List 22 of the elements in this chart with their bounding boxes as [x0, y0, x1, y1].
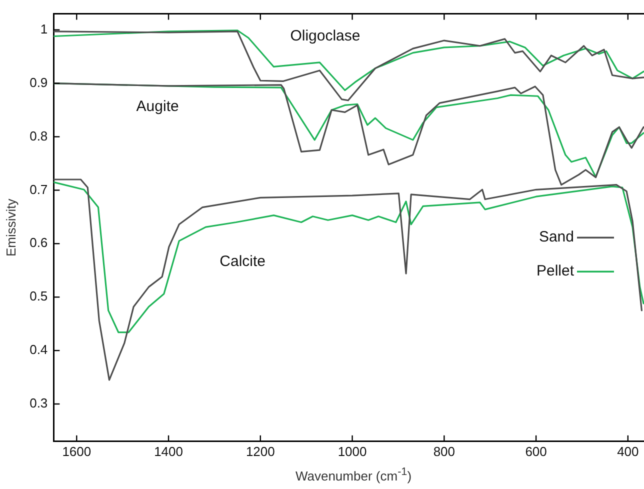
x-axis-title: Wavenumber (cm$^{-1}$): [294, 466, 413, 483]
x-tick-label: 800: [433, 444, 456, 459]
x-tick-label: 400: [617, 444, 639, 459]
y-tick-label: 0.9: [30, 74, 48, 90]
x-tick-label: 1600: [62, 444, 92, 459]
y-axis-title: Emissivity: [3, 198, 18, 256]
y-tick-label: 1: [40, 21, 48, 36]
x-tick-label: 1400: [154, 444, 183, 459]
x-tick-label: 1000: [338, 444, 367, 459]
x-tick-label: 600: [525, 444, 547, 459]
annotation: Calcite: [220, 252, 266, 270]
x-tick-label: 1200: [246, 444, 275, 459]
y-tick-label: 0.3: [30, 396, 48, 411]
annotation: Oligoclase: [290, 28, 360, 45]
legend-label: Sand: [538, 228, 574, 246]
y-tick-label: 0.5: [30, 288, 48, 304]
annotation: Augite: [136, 98, 179, 116]
y-tick-label: 0.6: [30, 235, 48, 250]
legend-label: Pellet: [536, 262, 575, 280]
y-tick-label: 0.4: [30, 342, 48, 358]
y-tick-label: 0.7: [30, 182, 48, 197]
y-tick-label: 0.8: [30, 128, 48, 144]
